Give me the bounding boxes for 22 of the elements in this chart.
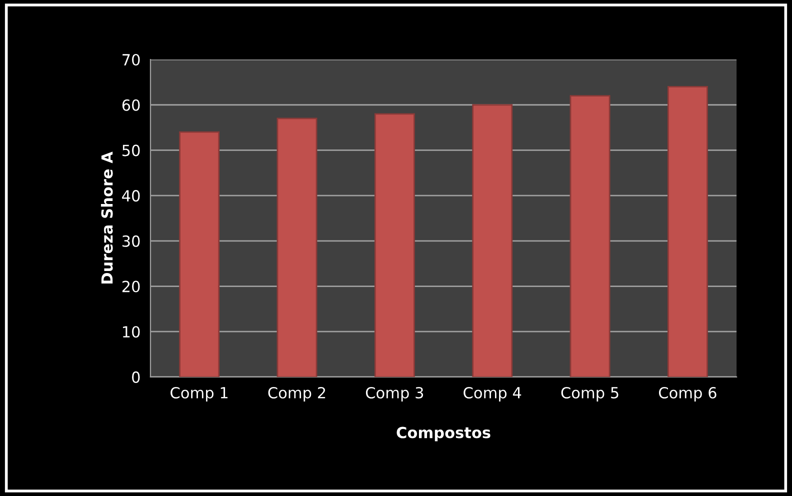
x-tick-label: Comp 3 [366, 386, 424, 402]
bar [179, 131, 220, 377]
y-tick-label: 30 [122, 235, 140, 247]
x-tick-label: Comp 5 [561, 386, 618, 402]
bar [276, 118, 318, 377]
y-axis-title: Dureza Shore A [100, 152, 113, 284]
bar [667, 86, 708, 377]
y-tick-label: 60 [122, 99, 140, 111]
x-axis-title: Compostos [396, 426, 490, 442]
y-tick-label: 0 [132, 371, 140, 383]
y-tick-label: 50 [122, 144, 140, 156]
x-tick-label: Comp 1 [170, 386, 228, 402]
y-tick-label: 40 [122, 190, 140, 202]
y-tick-label: 70 [122, 54, 140, 66]
x-tick-label: Comp 4 [464, 386, 522, 402]
bar [570, 95, 610, 377]
x-tick-label: Comp 2 [268, 386, 326, 402]
bar [472, 104, 513, 377]
bar [374, 113, 415, 377]
y-tick-label: 10 [122, 326, 140, 338]
y-tick-label: 20 [122, 280, 140, 292]
x-tick-label: Comp 6 [658, 386, 716, 402]
